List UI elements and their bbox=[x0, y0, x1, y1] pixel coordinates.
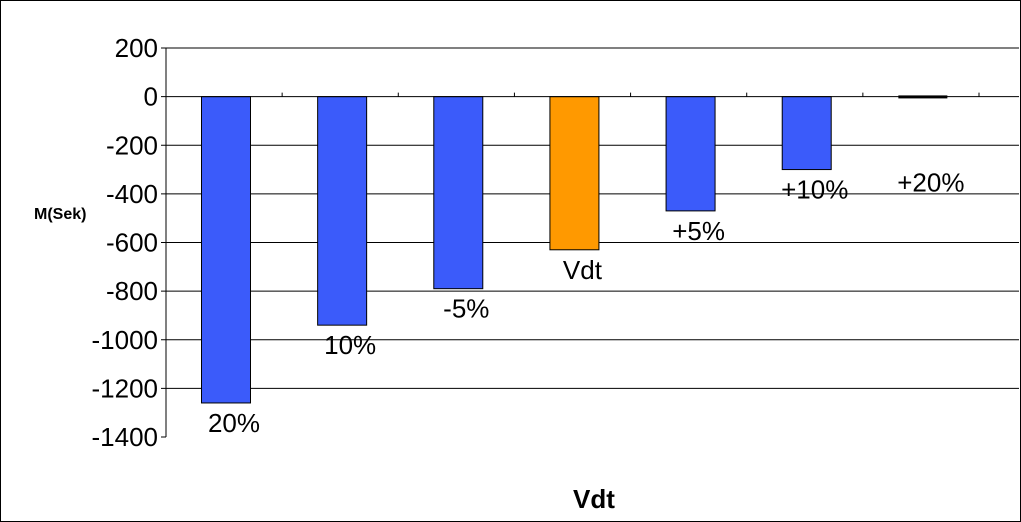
y-tick-label: -400 bbox=[106, 179, 158, 209]
bar bbox=[549, 96, 600, 251]
bars bbox=[201, 95, 948, 404]
bar-label: 20% bbox=[208, 408, 260, 438]
bar-labels: 20% 10% -5% Vdt +5% +10% +20% bbox=[208, 168, 964, 438]
bar-label: -5% bbox=[443, 294, 489, 324]
bar-label: Vdt bbox=[563, 255, 603, 285]
y-tick-label: 200 bbox=[115, 33, 158, 63]
y-axis-title: M(Sek) bbox=[34, 206, 86, 223]
bar-label: +10% bbox=[781, 175, 848, 205]
y-tick-label: -1400 bbox=[92, 422, 159, 452]
bar-label: +5% bbox=[672, 216, 725, 246]
bar bbox=[201, 96, 251, 404]
bar-label: 10% bbox=[324, 330, 376, 360]
bar-label: +20% bbox=[897, 168, 964, 198]
bar bbox=[781, 96, 832, 171]
bar bbox=[317, 96, 368, 326]
bar bbox=[665, 96, 716, 212]
y-tick-label: -1000 bbox=[92, 325, 159, 355]
bar bbox=[433, 96, 484, 290]
y-tick-label: 0 bbox=[144, 82, 158, 112]
y-tick-label: -800 bbox=[106, 276, 158, 306]
x-axis-title: Vdt bbox=[573, 484, 615, 514]
y-axis-ticks: 200 0 -200 -400 -600 -800 -1000 -1200 -1400 bbox=[92, 33, 167, 452]
y-tick-label: -1200 bbox=[92, 373, 159, 403]
y-tick-label: -600 bbox=[106, 228, 158, 258]
gridlines bbox=[166, 47, 1019, 389]
x-axis bbox=[165, 92, 1019, 98]
y-tick-label: -200 bbox=[106, 130, 158, 160]
